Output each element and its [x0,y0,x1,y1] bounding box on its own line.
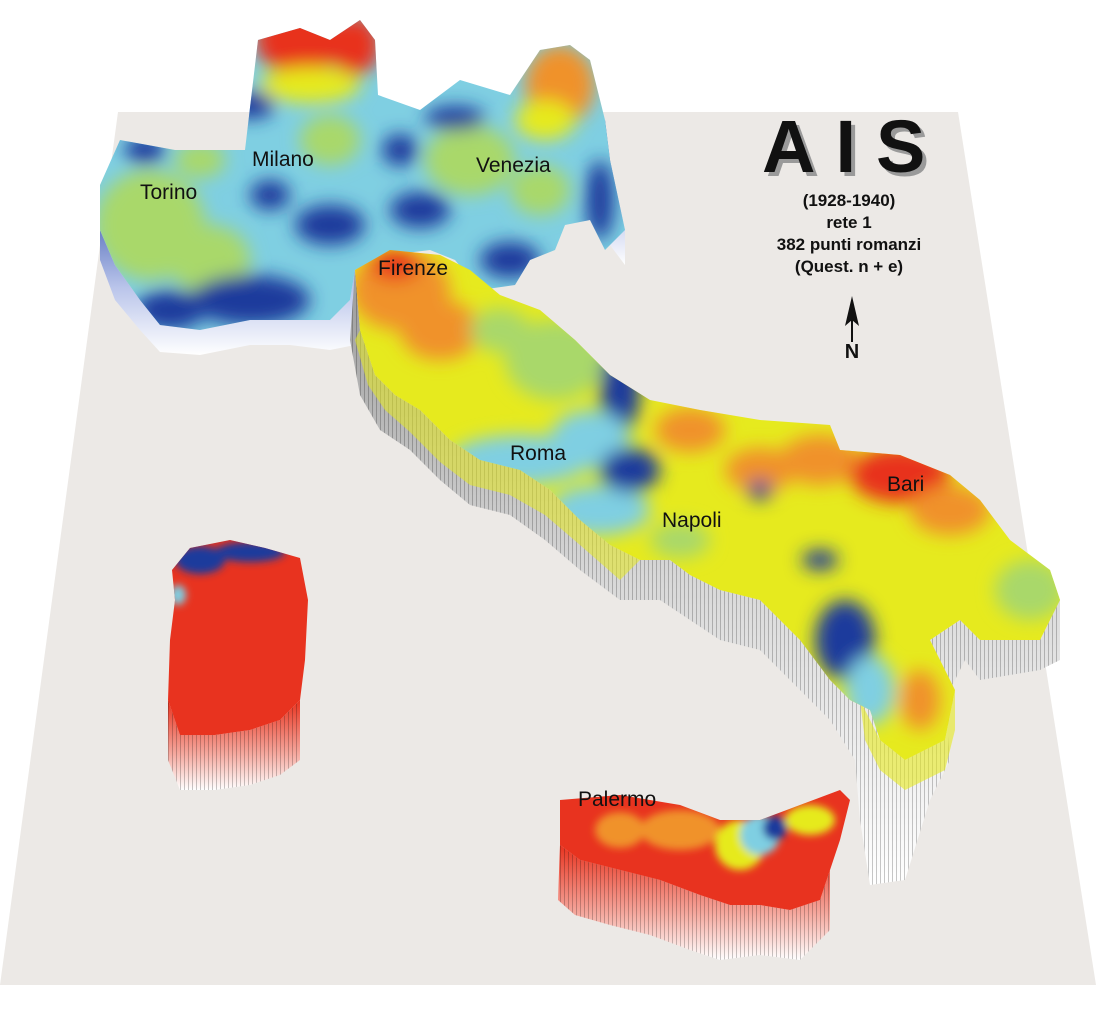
city-label-torino: Torino [140,181,197,204]
city-label-milano: Milano [252,148,314,171]
city-label-bari: Bari [887,473,924,496]
city-label-firenze: Firenze [378,257,448,280]
city-label-palermo: Palermo [578,788,656,811]
map-title: AIS [762,105,945,188]
region-sardinia [168,540,308,790]
north-label: N [845,341,859,363]
map-title-shadow: AIS [766,109,949,192]
subtitle-line-3: 382 punti romanzi [777,235,922,254]
subtitle-line-2: rete 1 [826,213,871,232]
city-label-venezia: Venezia [476,154,551,177]
city-label-roma: Roma [510,442,566,465]
subtitle-line-1: (1928-1940) [803,191,896,210]
city-label-napoli: Napoli [662,509,722,532]
north-arrow-icon: N [845,296,859,363]
subtitle-line-4: (Quest. n + e) [795,257,903,276]
